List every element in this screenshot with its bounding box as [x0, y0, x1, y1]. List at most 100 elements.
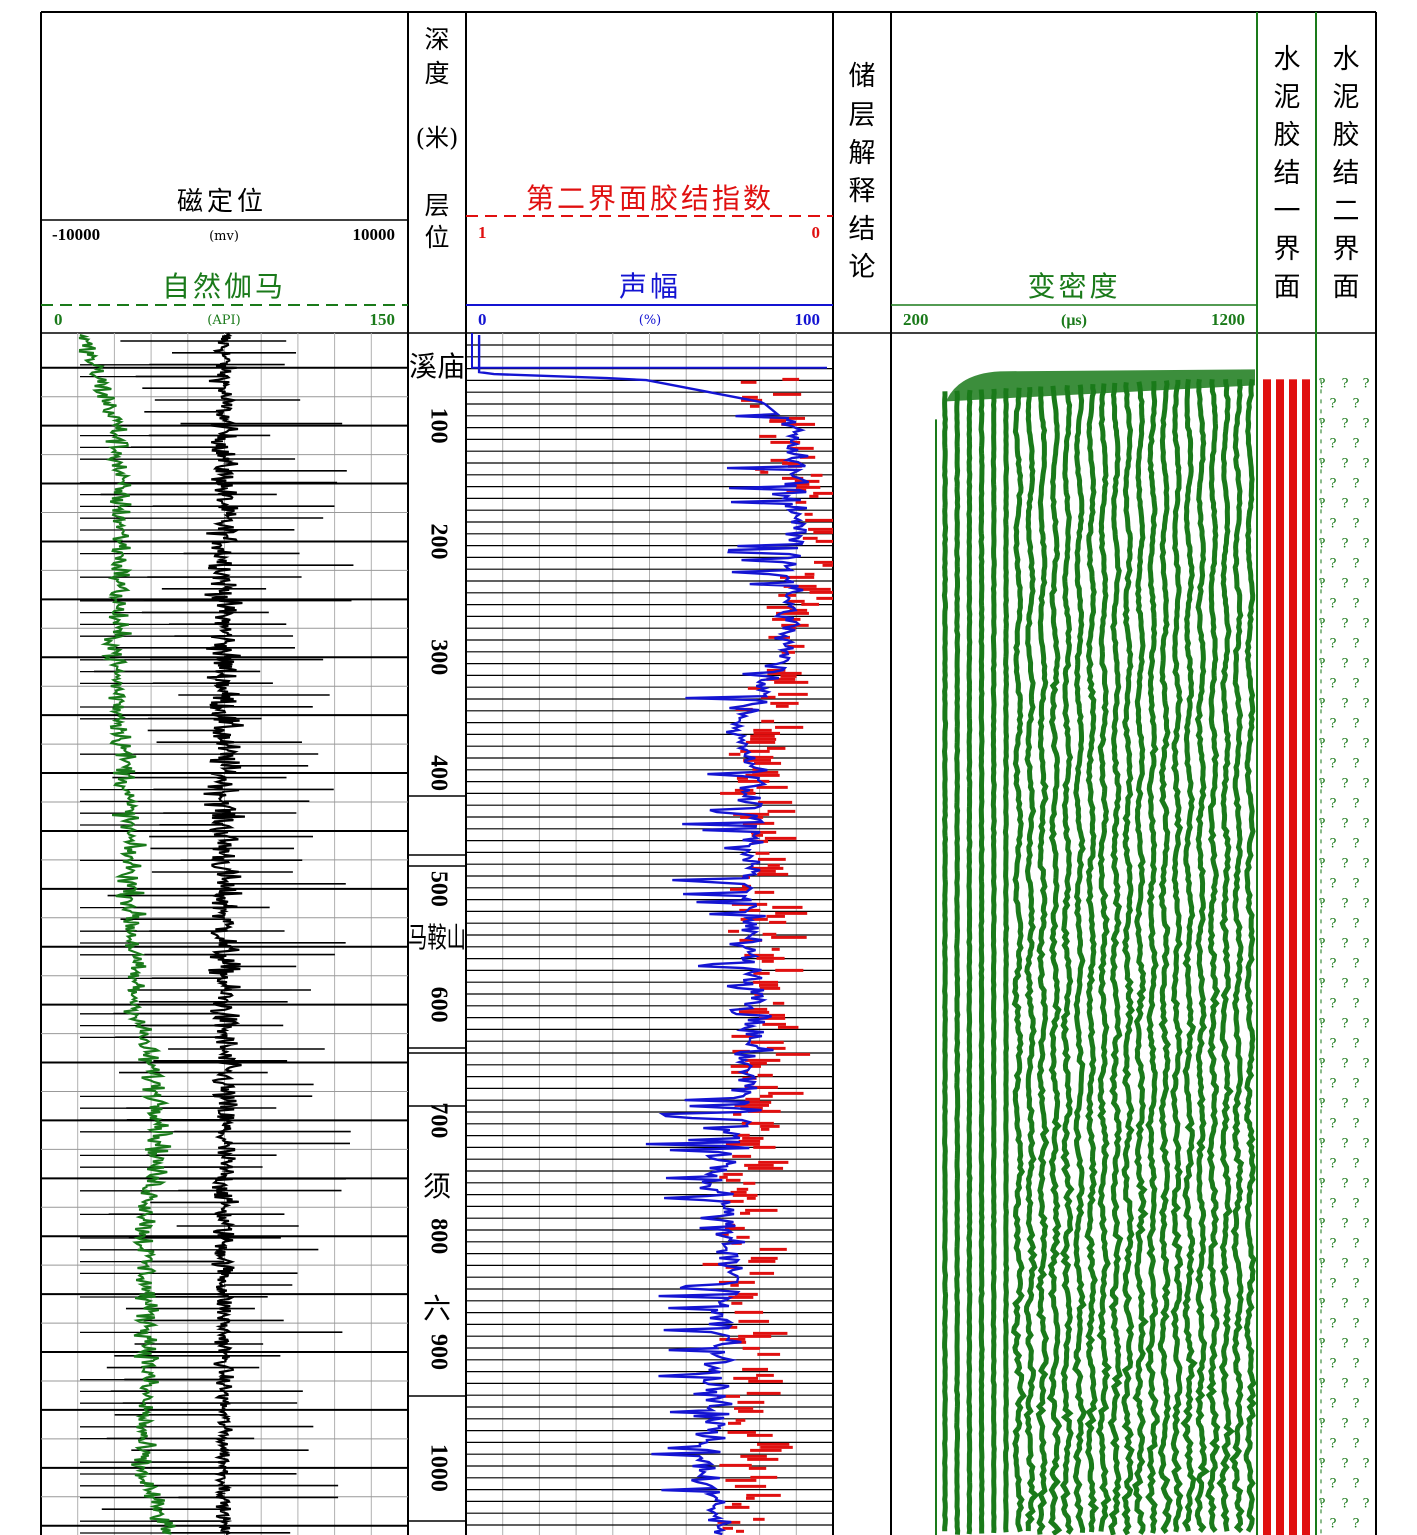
bond2-mark: ?	[1363, 576, 1370, 591]
sbi-max: 0	[812, 223, 821, 242]
bond2-mark: ?	[1330, 1116, 1337, 1131]
vdl-band	[966, 389, 973, 1535]
bond2-mark: ?	[1342, 896, 1349, 911]
gr-curve-layer	[78, 333, 176, 1535]
bond-title-char: 胶	[1333, 120, 1360, 151]
bond2-mark: ?	[1330, 1276, 1337, 1291]
bond2-mark: ?	[1353, 1396, 1360, 1411]
bond2-mark: ?	[1342, 1256, 1349, 1271]
amplitude-curve-layer	[471, 333, 827, 1535]
bond2-mark: ?	[1330, 636, 1337, 651]
bond2-mark: ?	[1319, 1336, 1326, 1351]
gr-min: 0	[54, 310, 63, 329]
bond2-mark: ?	[1363, 696, 1370, 711]
bond2-mark: ?	[1319, 1176, 1326, 1191]
frame	[40, 11, 1377, 1535]
bond1-bars	[1263, 379, 1310, 1535]
header-amplitude: 第二界面胶结指数 1 0 声幅 0 (%) 100	[466, 182, 833, 329]
bond-title-char: 面	[1333, 272, 1360, 303]
bond2-mark: ?	[1319, 656, 1326, 671]
bond2-mark: ?	[1319, 936, 1326, 951]
bond2-mark: ?	[1319, 1296, 1326, 1311]
header-depth: 深 度 (米) 层 位	[416, 25, 459, 252]
bond2-mark: ?	[1353, 876, 1360, 891]
vdl-band	[1002, 388, 1010, 1533]
bond2-mark: ?	[1363, 936, 1370, 951]
bond2-mark: ?	[1363, 816, 1370, 831]
bond2-mark: ?	[1342, 1176, 1349, 1191]
bond2-mark: ?	[1330, 756, 1337, 771]
bond2-mark: ?	[1353, 996, 1360, 1011]
bond2-mark: ?	[1330, 1436, 1337, 1451]
depth-label: 300	[425, 639, 451, 675]
depth-label: 100	[425, 408, 451, 444]
bond-title-char: 结	[1274, 158, 1301, 189]
vdl-band	[1023, 386, 1040, 1532]
bond2-mark: ?	[1353, 716, 1360, 731]
vdl-band	[1035, 386, 1050, 1535]
header-interpretation: 储 层 解 释 结 论	[849, 61, 876, 283]
interp-char-1: 储	[849, 61, 876, 92]
gr-max: 150	[370, 310, 396, 329]
bond2-mark: ?	[1342, 856, 1349, 871]
bond1-bar	[1263, 379, 1271, 1535]
bond2-mark: ?	[1363, 1176, 1370, 1191]
bond2-mark: ?	[1363, 976, 1370, 991]
vdl-band	[1011, 387, 1027, 1533]
layer-title-char-1: 层	[424, 191, 449, 220]
bond2-mark: ?	[1363, 656, 1370, 671]
bond2-mark: ?	[1342, 656, 1349, 671]
bond-title-char: 一	[1274, 196, 1301, 227]
vdl-shoulder	[947, 369, 1255, 402]
bond2-mark: ?	[1330, 716, 1337, 731]
bond2-mark: ?	[1330, 876, 1337, 891]
bond2-mark: ?	[1330, 396, 1337, 411]
amplitude-curve	[477, 335, 810, 1535]
bond2-mark: ?	[1342, 1056, 1349, 1071]
formation-name: 六	[423, 1292, 451, 1325]
bond2-mark: ?	[1330, 556, 1337, 571]
bond2-mark: ?	[1330, 996, 1337, 1011]
bond2-mark: ?	[1330, 1076, 1337, 1091]
bond2-mark: ?	[1353, 676, 1360, 691]
bond2-mark: ?	[1342, 376, 1349, 391]
depth-label: 900	[425, 1334, 451, 1370]
bond2-mark: ?	[1319, 1056, 1326, 1071]
bond-title-char: 二	[1333, 196, 1360, 227]
amplitude-unit: (%)	[639, 313, 662, 328]
bond-title-char: 泥	[1333, 82, 1360, 113]
bond2-mark: ?	[1363, 1496, 1370, 1511]
bond2-mark: ?	[1363, 856, 1370, 871]
bond2-mark: ?	[1363, 496, 1370, 511]
interp-char-4: 释	[849, 176, 876, 207]
bond2-mark: ?	[1363, 896, 1370, 911]
bond2-mark: ?	[1330, 516, 1337, 531]
bond2-mark: ?	[1319, 1256, 1326, 1271]
bond2-mark: ?	[1342, 496, 1349, 511]
bond1-bar	[1289, 379, 1297, 1535]
vdl-band	[1194, 378, 1211, 1533]
bond2-mark: ?	[1363, 1376, 1370, 1391]
bond2-mark: ?	[1342, 736, 1349, 751]
bond2-mark: ?	[1330, 956, 1337, 971]
bond2-mark: ?	[1363, 1016, 1370, 1031]
bond2-mark: ?	[1363, 1416, 1370, 1431]
bond2-mark: ?	[1363, 456, 1370, 471]
amplitude-min: 0	[478, 310, 487, 329]
bond2-mark: ?	[1330, 596, 1337, 611]
bond2-mark: ?	[1330, 1476, 1337, 1491]
vdl-band	[1229, 379, 1245, 1534]
bond2-mark: ?	[1363, 1296, 1370, 1311]
bond2-mark: ?	[1363, 376, 1370, 391]
bond-dividers	[1256, 12, 1317, 1535]
bond2-mark: ?	[1319, 976, 1326, 991]
bond2-mark: ?	[1353, 1436, 1360, 1451]
formation-name: 溪庙	[409, 350, 465, 383]
bond2-mark: ?	[1353, 1516, 1360, 1531]
bond2-mark: ?	[1342, 1096, 1349, 1111]
bond2-mark: ?	[1330, 916, 1337, 931]
bond2-mark: ?	[1353, 916, 1360, 931]
bond2-mark: ?	[1342, 456, 1349, 471]
bond-title-char: 泥	[1274, 82, 1301, 113]
